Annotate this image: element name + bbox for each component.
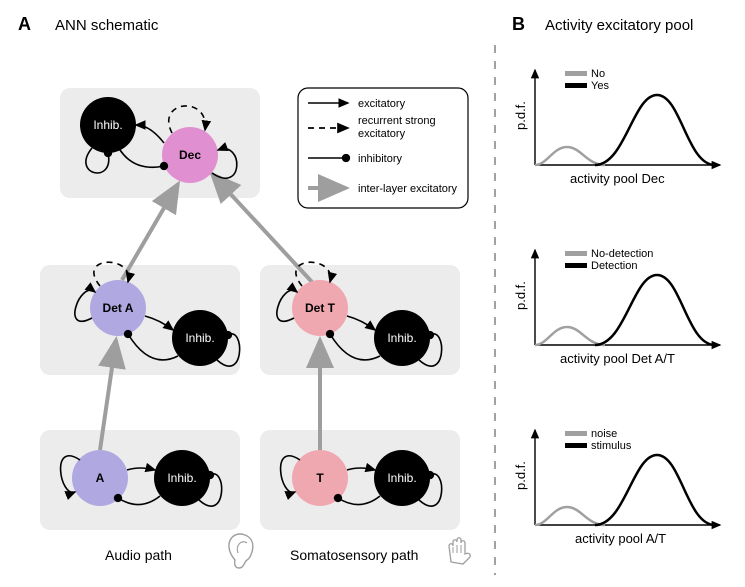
node-label-detT: Det T — [305, 301, 336, 315]
panel-b-title: Activity excitatory pool — [545, 17, 693, 34]
figure-svg: A ANN schematic B Activity excitatory po… — [0, 0, 745, 587]
pdf-leg-gray-0: No — [591, 68, 605, 80]
node-label-A: A — [96, 471, 105, 485]
pdf-leg-gray-1: No-detection — [591, 248, 653, 260]
node-label-T: T — [316, 471, 324, 485]
box-T — [260, 430, 460, 530]
pdf-xlabel-1: activity pool Det A/T — [560, 351, 675, 366]
pdf-ylabel-0: p.d.f. — [513, 101, 528, 130]
legend-box: excitatory recurrent strong excitatory i… — [298, 88, 468, 208]
pdf-plot-2: p.d.f. activity pool A/T noise stimulus — [513, 428, 720, 546]
node-label-detA: Det A — [103, 301, 134, 315]
pdf-leg-black-0: Yes — [591, 80, 609, 92]
pdf-leg-gray-2: noise — [591, 428, 617, 440]
box-A — [40, 430, 240, 530]
panel-a-title: ANN schematic — [55, 17, 159, 34]
pdf-leg-black-1: Detection — [591, 260, 637, 272]
pdf-xlabel-0: activity pool Dec — [570, 171, 665, 186]
node-label-inhib-A: Inhib. — [167, 471, 196, 485]
legend-item-0: excitatory — [358, 98, 406, 110]
panel-b-letter: B — [512, 14, 525, 34]
somato-path-label: Somatosensory path — [290, 547, 418, 563]
legend-item-1b: excitatory — [358, 128, 406, 140]
panel-a-letter: A — [18, 14, 31, 34]
pdf-ylabel-1: p.d.f. — [513, 281, 528, 310]
node-label-dec: Dec — [179, 148, 201, 162]
pdf-leg-black-2: stimulus — [591, 440, 632, 452]
ear-icon — [229, 534, 253, 568]
hand-icon — [449, 538, 470, 564]
node-label-inhib-detT: Inhib. — [387, 331, 416, 345]
node-label-inhib-T: Inhib. — [387, 471, 416, 485]
audio-path-label: Audio path — [105, 547, 172, 563]
pdf-plot-1: p.d.f. activity pool Det A/T No-detectio… — [513, 248, 720, 366]
legend-item-3: inter-layer excitatory — [358, 183, 458, 195]
pdf-xlabel-2: activity pool A/T — [575, 531, 666, 546]
pdf-ylabel-2: p.d.f. — [513, 461, 528, 490]
node-label-inhib-detA: Inhib. — [185, 331, 214, 345]
node-label-inhib-dec: Inhib. — [93, 118, 122, 132]
pdf-plot-0: p.d.f. activity pool Dec No Yes — [513, 68, 720, 186]
figure-container: A ANN schematic B Activity excitatory po… — [0, 0, 745, 587]
legend-item-1a: recurrent strong — [358, 115, 436, 127]
legend-item-2: inhibitory — [358, 153, 403, 165]
